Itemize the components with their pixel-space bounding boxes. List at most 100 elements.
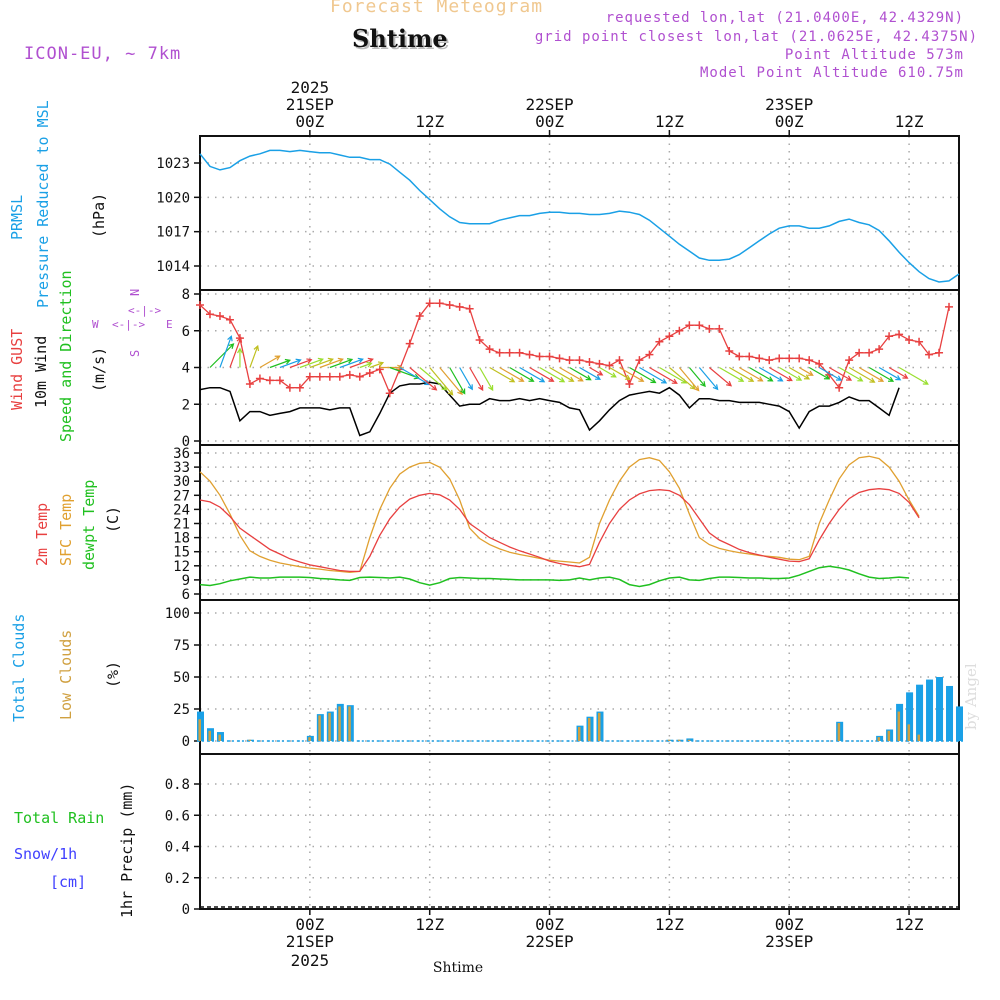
wind-direction-arrow bbox=[858, 366, 885, 382]
low-cloud-bar bbox=[677, 739, 681, 741]
y-tick-label: 27 bbox=[173, 488, 190, 504]
low-cloud-bar bbox=[328, 712, 331, 741]
model-label: ICON-EU, ~ 7km bbox=[24, 44, 182, 64]
compass-ns-arrows: <-|-> bbox=[128, 304, 162, 317]
wind-direction-arrow bbox=[698, 367, 719, 391]
wind-gust-marker bbox=[275, 376, 284, 385]
wind-gust-marker bbox=[455, 302, 464, 311]
y-tick-label: 0.6 bbox=[165, 808, 190, 824]
wind-direction-arrow bbox=[499, 366, 525, 382]
low-cloud-bar bbox=[667, 739, 671, 741]
wind-gust-marker bbox=[485, 345, 494, 354]
wind-gust-marker bbox=[475, 335, 484, 344]
wind-gust-marker bbox=[225, 315, 234, 324]
wind-direction-arrow bbox=[708, 367, 733, 387]
top-tick-hour: 12Z bbox=[655, 112, 684, 131]
low-cloud-bar bbox=[338, 706, 341, 741]
wind-gust-marker bbox=[635, 356, 644, 365]
low-cloud-bar bbox=[348, 706, 351, 741]
y-tick-label: 24 bbox=[173, 502, 190, 518]
y-tick-label: 0 bbox=[182, 734, 190, 750]
wind-direction-arrow bbox=[688, 367, 706, 388]
wind-direction-arrow bbox=[539, 366, 566, 383]
wind-gust-marker bbox=[775, 354, 784, 363]
chart-supertitle: Forecast Meteogram bbox=[330, 0, 544, 17]
wind-direction-arrow bbox=[509, 366, 535, 382]
wind-direction-arrow bbox=[579, 366, 602, 380]
low-cloud-bar bbox=[687, 739, 691, 741]
wind-direction-arrow bbox=[589, 366, 604, 376]
wind-direction-arrow bbox=[838, 366, 864, 382]
wind-gust-marker bbox=[695, 321, 704, 330]
y-tick-label: 6 bbox=[182, 587, 190, 603]
wind-gust-marker bbox=[675, 326, 684, 335]
y-tick-label: 8 bbox=[182, 287, 190, 303]
wind-direction-arrow bbox=[249, 344, 260, 368]
y-tick-label: 21 bbox=[173, 517, 190, 533]
wind-gust-marker bbox=[715, 324, 724, 333]
wind-gust-marker bbox=[765, 356, 774, 365]
total-cloud-bar bbox=[926, 679, 934, 741]
wind-gust-marker bbox=[315, 372, 324, 381]
wind-direction-arrow bbox=[678, 367, 700, 392]
low-cloud-bar bbox=[578, 726, 581, 741]
wind-direction-arrow bbox=[319, 357, 344, 369]
wind-direction-arrow bbox=[649, 366, 678, 384]
wind-gust-marker bbox=[845, 356, 854, 365]
wind-direction-arrow bbox=[788, 366, 811, 380]
wind-gust-marker bbox=[335, 372, 344, 381]
sfc-temp-line bbox=[199, 455, 920, 574]
wind-gust-marker bbox=[895, 330, 904, 339]
low-cloud-bar bbox=[907, 724, 911, 741]
wind-gust-marker bbox=[525, 350, 534, 359]
wind-direction-arrow bbox=[748, 366, 774, 382]
wind-gust-marker bbox=[875, 345, 884, 354]
wind-gust-marker bbox=[915, 337, 924, 346]
low-cloud-bar bbox=[897, 711, 901, 741]
wind-gust-marker bbox=[705, 324, 714, 333]
compass-we-arrows: <-|-> bbox=[112, 318, 146, 331]
top-tick-date: 22SEP bbox=[525, 95, 573, 114]
wind-gust-marker bbox=[785, 354, 794, 363]
wind-gust-marker bbox=[925, 350, 934, 359]
wind-gust-marker bbox=[865, 348, 874, 357]
y-tick-label: 2 bbox=[182, 397, 190, 413]
wind-gust-marker bbox=[745, 352, 754, 361]
wind-direction-arrow bbox=[738, 366, 764, 382]
top-tick-date: 23SEP bbox=[765, 95, 813, 114]
wind-gust-marker bbox=[535, 352, 544, 361]
low-cloud-bar bbox=[248, 739, 251, 741]
wind-direction-arrow bbox=[469, 367, 484, 392]
wind-gust-marker bbox=[245, 380, 254, 389]
wind-direction-arrow bbox=[329, 358, 354, 369]
wind-direction-arrow bbox=[409, 367, 438, 391]
grid-point-lonlat: grid point closest lon,lat (21.0625E, 42… bbox=[534, 29, 978, 45]
wind-direction-arrow bbox=[559, 366, 584, 382]
wind-gust-marker bbox=[435, 299, 444, 308]
wind-direction-arrow bbox=[878, 366, 902, 381]
bottom-tick-date: 21SEP bbox=[286, 932, 334, 951]
wind-gust-marker bbox=[355, 372, 364, 381]
wind-direction-arrow bbox=[868, 366, 895, 382]
top-tick-date: 21SEP bbox=[286, 95, 334, 114]
low-cloud-bar bbox=[208, 730, 211, 741]
wind-direction-arrow bbox=[459, 367, 473, 391]
y-tick-label: 12 bbox=[173, 559, 190, 575]
wind-gust-marker bbox=[375, 365, 384, 374]
y-tick-label: 1023 bbox=[156, 156, 190, 172]
page-title: Shtime bbox=[352, 24, 448, 53]
low-cloud-bar bbox=[198, 719, 201, 741]
y-tick-label: 33 bbox=[173, 460, 190, 476]
wind-gust-marker bbox=[575, 356, 584, 365]
wind-direction-arrow bbox=[449, 367, 466, 395]
wind-gust-marker bbox=[625, 380, 634, 389]
wind-gust-marker bbox=[445, 301, 454, 310]
wind-direction-arrow bbox=[219, 335, 233, 368]
y-tick-label: 36 bbox=[173, 446, 190, 462]
wind-direction-arrow bbox=[529, 366, 555, 382]
wind-direction-arrow bbox=[599, 366, 617, 378]
wind-direction-arrow bbox=[489, 366, 516, 383]
y-tick-label: 6 bbox=[182, 324, 190, 340]
wind-direction-arrow bbox=[729, 366, 755, 382]
wind-direction-arrow bbox=[349, 357, 374, 369]
